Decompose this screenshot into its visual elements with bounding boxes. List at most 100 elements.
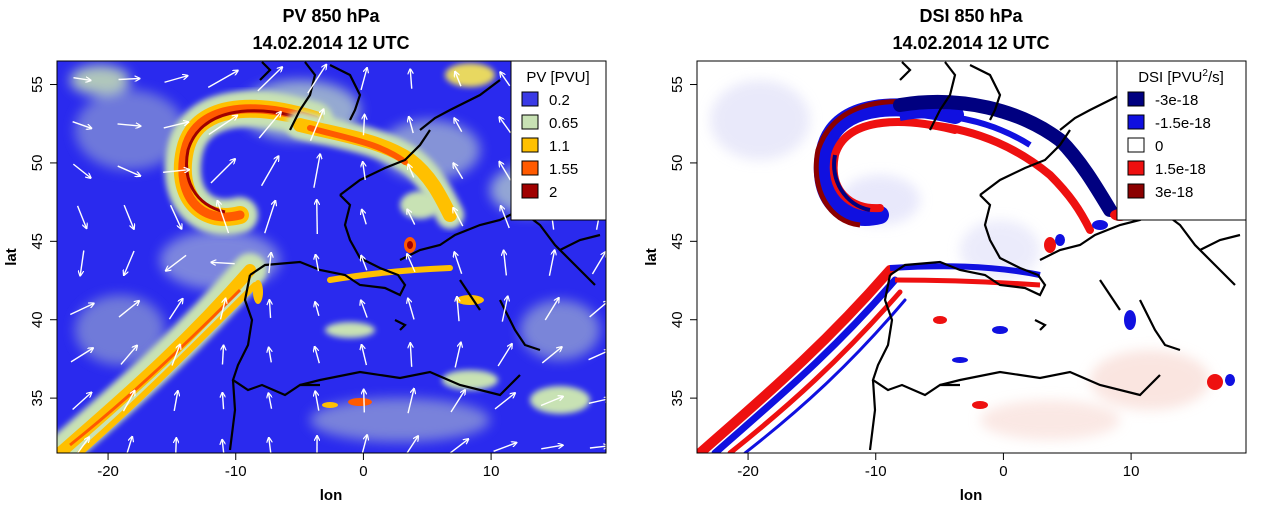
- dsi-x-tick-label: -20: [737, 463, 759, 480]
- wind-vector-arrow: [548, 250, 554, 276]
- wind-vector-arrow: [589, 301, 606, 318]
- dsi-legend-swatch: [1127, 160, 1145, 176]
- wind-vector-arrow: [118, 301, 139, 318]
- wind-vector-arrow: [500, 72, 511, 87]
- wind-vector-arrow: [361, 435, 367, 453]
- pv-legend-swatch: [521, 91, 539, 107]
- pv-legend-label: 0.2: [549, 92, 570, 109]
- wind-vector-arrow: [207, 71, 238, 89]
- wind-vector-arrow: [494, 393, 515, 410]
- dsi-patches: [889, 209, 1235, 409]
- dsi-legend-label: 3e-18: [1155, 184, 1193, 201]
- wind-vector-arrow: [591, 252, 606, 275]
- dsi-x-tick-label: 0: [999, 463, 1007, 480]
- pv-legend-label: 0.65: [549, 115, 578, 132]
- pv-x-tick-label: -10: [225, 463, 247, 480]
- wind-vector-arrow: [313, 154, 320, 188]
- wind-vector-arrow: [364, 390, 365, 413]
- wind-vector-arrow: [164, 76, 188, 83]
- pv-legend-swatch: [521, 183, 539, 199]
- pv-y-tick-label: 55: [29, 76, 46, 93]
- wind-vector-arrow: [360, 68, 367, 91]
- pv-wind-vectors: [69, 65, 606, 453]
- wind-vector-arrow: [406, 436, 418, 453]
- pv-y-tick-label: 40: [29, 311, 46, 328]
- dsi-panel: DSI 850 hPa 14.02.2014 12 UTC: [643, 6, 1247, 504]
- dsi-legend: DSI [PVU2/s] -3e-18 -1.5e-18 0 1.5e-18 3e-18: [1116, 60, 1247, 221]
- dsi-coastlines: [868, 61, 1241, 451]
- wind-vector-arrow: [269, 438, 271, 453]
- wind-vector-arrow: [407, 209, 416, 225]
- wind-vector-arrow: [454, 343, 461, 368]
- wind-vector-arrow: [117, 124, 141, 126]
- wind-vector-arrow: [449, 439, 468, 453]
- wind-vector-arrow: [450, 390, 465, 413]
- wind-vector-arrow: [269, 348, 272, 363]
- dsi-y-tick-label: 50: [669, 155, 686, 172]
- dsi-legend-swatch: [1127, 183, 1145, 199]
- wind-vector-arrow: [453, 208, 464, 227]
- dsi-legend-swatch: [1127, 137, 1145, 153]
- pv-legend-swatch: [521, 137, 539, 153]
- wind-vector-arrow: [76, 205, 87, 228]
- wind-vector-arrow: [361, 256, 368, 271]
- dsi-y-tick-label: 55: [669, 76, 686, 93]
- wind-vector-arrow: [268, 393, 271, 409]
- wind-vector-arrow: [362, 210, 367, 225]
- wind-vector-arrow: [169, 204, 182, 229]
- wind-vector-arrow: [544, 298, 558, 321]
- wind-vector-arrow: [315, 391, 320, 411]
- wind-vector-arrow: [72, 393, 92, 410]
- wind-vector-arrow: [408, 299, 415, 320]
- dsi-legend-label: 0: [1155, 138, 1163, 155]
- pv-plot-frame: [56, 60, 607, 454]
- dsi-legend-title: DSI [PVU2/s]: [1138, 68, 1224, 86]
- wind-vector-arrow: [260, 156, 279, 187]
- pv-y-axis-label: lat: [3, 248, 20, 266]
- wind-vector-arrow: [309, 109, 323, 141]
- wind-vector-arrow: [166, 254, 187, 270]
- dsi-streak-feature: [893, 94, 1117, 234]
- wind-vector-arrow: [407, 254, 416, 273]
- pv-y-tick-label: 35: [29, 390, 46, 407]
- pv-title: PV 850 hPa: [282, 6, 380, 26]
- wind-vector-arrow: [217, 201, 230, 234]
- pv-y-tick-label: 50: [29, 155, 46, 172]
- wind-vector-arrow: [120, 346, 137, 365]
- wind-vector-arrow: [258, 112, 281, 139]
- wind-vector-arrow: [72, 121, 92, 129]
- wind-vector-arrow: [210, 159, 235, 184]
- dsi-x-axis: -20 -10 0 10: [737, 453, 1139, 480]
- pv-coastlines: [228, 61, 601, 451]
- dsi-x-tick-label: 10: [1123, 463, 1140, 480]
- wind-vector-arrow: [163, 170, 189, 173]
- dsi-y-axis: 35 40 45 50 55: [669, 76, 697, 406]
- wind-vector-arrow: [363, 115, 364, 136]
- wind-vector-arrow: [269, 300, 270, 318]
- pv-hook-feature: [164, 90, 333, 235]
- wind-vector-arrow: [317, 200, 318, 235]
- pv-legend-swatch: [521, 160, 539, 176]
- dsi-legend-label: -3e-18: [1155, 92, 1198, 109]
- wind-vector-arrow: [163, 122, 188, 129]
- wind-vector-arrow: [455, 72, 462, 87]
- wind-vector-arrow: [501, 206, 510, 229]
- dsi-title: DSI 850 hPa: [919, 6, 1023, 26]
- dsi-legend-swatch: [1127, 114, 1145, 130]
- wind-vector-arrow: [126, 437, 132, 453]
- pv-y-axis: 35 40 45 50 55: [29, 76, 57, 406]
- dsi-x-axis-label: lon: [960, 487, 983, 504]
- pv-legend-label: 1.55: [549, 161, 578, 178]
- wind-vector-arrow: [173, 391, 178, 412]
- wind-vector-arrow: [123, 204, 134, 229]
- wind-vector-arrow: [222, 393, 223, 410]
- wind-vector-arrow: [222, 346, 223, 365]
- wind-vector-arrow: [410, 69, 411, 89]
- wind-vector-arrow: [540, 396, 563, 407]
- wind-vector-arrow: [76, 437, 89, 453]
- pv-x-tick-label: -20: [97, 463, 119, 480]
- pv-y-tick-label: 45: [29, 233, 46, 250]
- wind-vector-arrow: [269, 253, 271, 274]
- pv-mediterranean-spots: [253, 237, 484, 408]
